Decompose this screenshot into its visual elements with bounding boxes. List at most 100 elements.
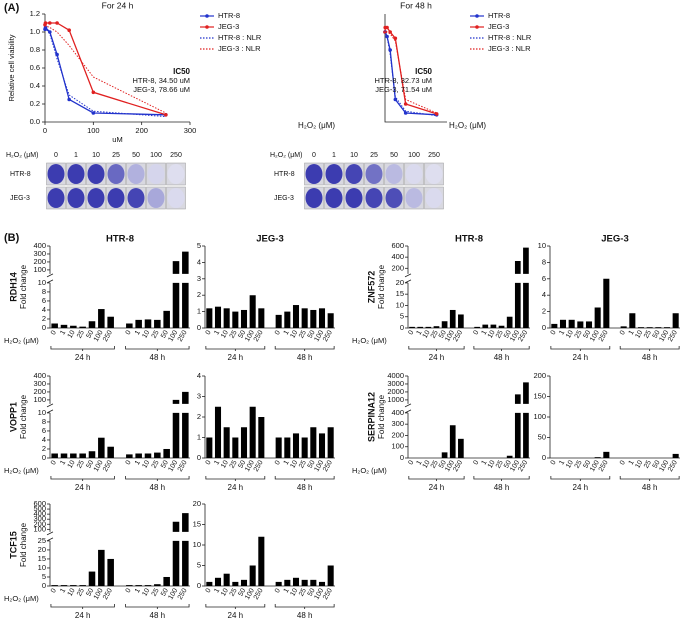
y-tick-label: 4 xyxy=(197,371,201,380)
gene-label: VOPP1 xyxy=(8,402,18,432)
x-tick-label: 250 xyxy=(102,587,114,601)
bar xyxy=(249,565,256,586)
bar xyxy=(629,313,636,328)
x-tick-label: 100 xyxy=(93,587,105,601)
bar xyxy=(70,453,77,458)
x-tick-label: 0 xyxy=(550,329,558,336)
x-tick-label: 50 xyxy=(503,329,513,339)
x-tick-label: 0 xyxy=(274,329,282,336)
y-tick-label: 200 xyxy=(391,430,404,439)
gene-label: ZNF572 xyxy=(366,271,376,304)
x-tick-label: 1 xyxy=(628,459,636,466)
x-tick-label: 50 xyxy=(85,329,95,339)
y-tick-label: 400 xyxy=(33,371,46,380)
x-tick-label: 10 xyxy=(289,587,299,597)
series-line xyxy=(44,22,167,116)
y-tick-label: 6 xyxy=(542,274,546,283)
x-tick-label: 250 xyxy=(598,459,610,473)
x-tick-label: 250 xyxy=(102,329,114,343)
x-tick-label: 50 xyxy=(85,587,95,597)
x-tick-label: 100 xyxy=(167,587,179,601)
plate-column-label: 250 xyxy=(170,152,182,159)
plate-column-label: 100 xyxy=(408,152,420,159)
group-label: 48 h xyxy=(297,483,313,492)
x-tick-label: 50 xyxy=(307,459,317,469)
bar xyxy=(60,324,68,328)
group-bracket xyxy=(408,346,465,351)
point xyxy=(43,21,48,25)
bar xyxy=(301,437,308,458)
legend-marker xyxy=(475,25,479,29)
x-tick-label: 25 xyxy=(76,459,86,469)
bar xyxy=(232,437,239,458)
group-bracket xyxy=(274,476,335,481)
y-tick-label: 1000 xyxy=(387,395,404,404)
x-tick-label: 250 xyxy=(667,459,679,473)
x-tick-label: 250 xyxy=(322,329,334,343)
x-unit-label: H₂O₂ (μM) xyxy=(449,121,486,130)
axis xyxy=(407,412,530,459)
x-tick-label: 100 xyxy=(313,329,325,343)
bar xyxy=(594,307,601,328)
x-tick-label: 250 xyxy=(517,329,529,343)
bar xyxy=(98,309,105,328)
y-tick-label: 3 xyxy=(197,274,201,283)
group-bracket xyxy=(125,604,190,609)
x-tick-label: 0 xyxy=(472,459,480,466)
y-tick-label: 0 xyxy=(42,323,46,332)
bar xyxy=(275,581,282,586)
x-tick-label: 100 xyxy=(87,126,100,135)
well-stain xyxy=(47,164,65,184)
annotation: IC50 xyxy=(415,67,432,76)
x-tick-label: 1 xyxy=(59,587,67,594)
legend-label: JEG-3 xyxy=(218,22,239,31)
group-label: 24 h xyxy=(228,353,244,362)
x-tick-label: 50 xyxy=(237,587,247,597)
group-label: 48 h xyxy=(642,353,658,362)
legend-label: JEG-3 xyxy=(488,22,509,31)
bar xyxy=(98,549,105,586)
y-tick-label: 4 xyxy=(42,305,46,314)
y-tick-label: 6 xyxy=(42,296,46,305)
x-tick-label: 250 xyxy=(517,459,529,473)
x-tick-label: 25 xyxy=(151,329,161,339)
y-tick-label: 1 xyxy=(197,307,201,316)
bar xyxy=(223,427,230,458)
y-tick-label: 2000 xyxy=(387,387,404,396)
bar xyxy=(663,327,671,328)
group-bracket xyxy=(274,346,335,351)
well-stain xyxy=(67,164,85,184)
group-bracket xyxy=(274,604,335,609)
bar xyxy=(474,326,480,328)
bar xyxy=(154,452,161,458)
point xyxy=(67,97,71,102)
x-tick-label: 0 xyxy=(50,329,58,336)
annotation: HTR-8, 32.73 uM xyxy=(374,76,432,85)
x-tick-label: 250 xyxy=(667,329,679,343)
x-tick-label: 25 xyxy=(574,459,584,469)
x-tick-label: 25 xyxy=(643,329,653,339)
group-bracket xyxy=(473,346,530,351)
y-tick-label: 1 xyxy=(197,432,201,441)
bar xyxy=(425,326,432,328)
x-tick-label: 25 xyxy=(643,459,653,469)
y-tick-label: 0 xyxy=(197,581,201,590)
x-tick-label: 10 xyxy=(67,587,77,597)
x-tick-label: 250 xyxy=(253,587,265,601)
y-tick-label: 0 xyxy=(400,453,404,462)
axis-break xyxy=(46,403,54,414)
bar xyxy=(284,311,291,328)
bar xyxy=(144,453,152,458)
y-tick-label: 150 xyxy=(533,391,546,400)
bar xyxy=(646,327,653,328)
x-tick-label: 250 xyxy=(177,587,189,601)
annotation: IC50 xyxy=(173,67,190,76)
group-label: 24 h xyxy=(228,483,244,492)
x-tick-label: 10 xyxy=(67,459,77,469)
plate-column-label: 25 xyxy=(112,152,120,159)
well-stain xyxy=(365,188,383,208)
y-tick-label: 100 xyxy=(33,265,46,274)
well-stain xyxy=(127,164,145,184)
y-tick-label: 20 xyxy=(193,499,201,508)
y-tick-label: 1.2 xyxy=(30,9,40,18)
